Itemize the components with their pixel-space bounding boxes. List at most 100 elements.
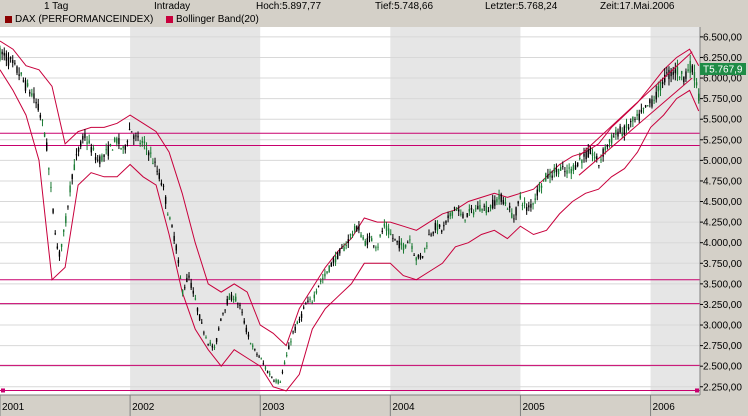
candle-body	[241, 311, 243, 313]
candle	[279, 380, 282, 383]
candle	[387, 223, 390, 239]
candle-body	[167, 214, 169, 216]
candle	[555, 163, 558, 177]
candle	[152, 158, 154, 165]
candle	[43, 132, 46, 138]
candle-body	[453, 207, 456, 209]
candle-body	[647, 105, 649, 107]
candle	[222, 312, 224, 316]
candle	[277, 379, 279, 385]
candle-body	[39, 114, 42, 118]
candle-body	[52, 208, 54, 213]
candle	[409, 235, 411, 244]
candle	[262, 360, 265, 366]
candle-body	[697, 93, 700, 101]
candle-body	[20, 72, 22, 75]
candle-body	[211, 345, 214, 348]
candle-body	[370, 238, 373, 242]
candle	[205, 335, 207, 339]
candle-body	[37, 103, 39, 111]
candle-body	[470, 207, 473, 210]
candle	[336, 251, 339, 260]
candle-body	[466, 213, 468, 218]
candle	[264, 365, 267, 371]
candle	[438, 224, 441, 229]
candle	[617, 128, 619, 140]
candle-body	[156, 170, 158, 172]
candle	[553, 164, 555, 178]
candle	[9, 56, 12, 63]
candle	[281, 369, 284, 375]
candle	[111, 149, 114, 151]
y-tick-label: 5.000,00	[703, 156, 742, 167]
candle	[46, 138, 48, 152]
candle	[491, 194, 494, 210]
candle	[169, 216, 171, 221]
candle-body	[201, 322, 203, 324]
candle	[171, 224, 173, 228]
candle-body	[532, 203, 534, 205]
candle-body	[398, 240, 400, 249]
candle-body	[80, 141, 82, 147]
candle	[20, 72, 22, 77]
candle	[443, 221, 445, 231]
candle-body	[402, 244, 405, 251]
candle	[311, 300, 313, 305]
candle	[545, 172, 547, 182]
candle-body	[332, 259, 335, 263]
candle-body	[177, 259, 180, 264]
candle	[683, 76, 685, 86]
candle-body	[224, 309, 226, 311]
candle	[358, 220, 360, 234]
interval-label[interactable]: 1 Tag	[44, 1, 69, 12]
candle-body	[145, 148, 148, 150]
candle-body	[587, 149, 589, 158]
candle	[269, 370, 271, 377]
candle-body	[364, 240, 366, 246]
candle-body	[379, 234, 381, 237]
mode-label[interactable]: Intraday	[154, 1, 191, 12]
candle-body	[162, 185, 165, 187]
candle-body	[693, 72, 696, 81]
candle-body	[5, 53, 8, 61]
candle-body	[273, 380, 275, 382]
candle	[286, 352, 288, 358]
candle	[226, 295, 228, 306]
legend-label-dax: DAX (PERFORMANCEINDEX)	[15, 14, 154, 25]
candle-body	[593, 156, 596, 159]
y-tick-label: 4.250,00	[703, 218, 742, 229]
candle	[300, 311, 303, 322]
y-tick-label: 5.500,00	[703, 115, 742, 126]
candle	[572, 163, 575, 175]
candle-body	[449, 213, 451, 217]
candle	[396, 240, 398, 246]
candle-body	[88, 140, 90, 144]
candle-body	[213, 346, 216, 348]
candle	[489, 204, 492, 212]
candle-body	[353, 226, 356, 231]
candle	[1, 49, 3, 61]
candle-body	[390, 233, 392, 235]
candle	[411, 243, 413, 253]
candle-body	[630, 120, 632, 123]
candle	[283, 360, 286, 365]
candle	[566, 164, 568, 179]
candle-body	[209, 342, 211, 345]
candle	[351, 230, 354, 238]
candle	[451, 210, 454, 219]
candle	[670, 68, 672, 83]
candle	[542, 178, 545, 182]
candle-body	[56, 246, 59, 249]
candle-body	[111, 149, 114, 151]
candle	[513, 214, 515, 223]
candle	[0, 45, 1, 62]
candle-body	[504, 202, 507, 205]
candle	[375, 245, 377, 252]
candle	[634, 116, 636, 123]
candle-body	[392, 237, 394, 239]
candle-body	[77, 148, 80, 152]
line-handle-left	[1, 388, 5, 393]
candle-body	[411, 245, 413, 250]
candle-body	[502, 200, 505, 204]
candle-body	[71, 174, 73, 180]
